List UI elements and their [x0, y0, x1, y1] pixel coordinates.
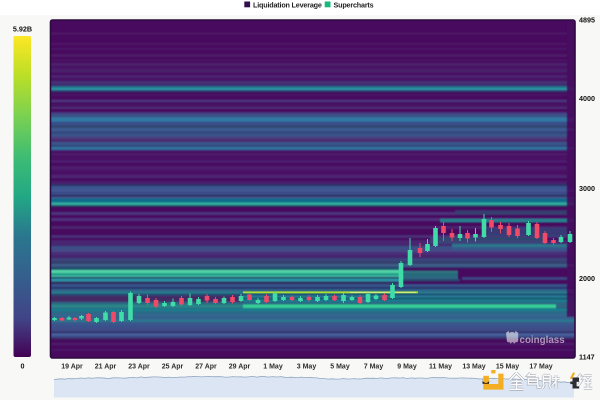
- svg-text:4895: 4895: [579, 16, 595, 25]
- svg-text:23 Apr: 23 Apr: [128, 364, 150, 371]
- svg-text:25 Apr: 25 Apr: [162, 364, 184, 371]
- svg-text:15 May: 15 May: [496, 364, 519, 371]
- svg-text:7 May: 7 May: [364, 364, 384, 371]
- svg-text:17 May: 17 May: [529, 364, 552, 371]
- svg-text:2000: 2000: [579, 274, 595, 283]
- svg-text:5.92B: 5.92B: [13, 25, 32, 34]
- svg-text:4000: 4000: [579, 94, 595, 103]
- svg-text:3000: 3000: [579, 184, 595, 193]
- svg-text:5 May: 5 May: [330, 364, 350, 371]
- svg-text:Supercharts: Supercharts: [334, 1, 374, 10]
- svg-text:19 Apr: 19 Apr: [61, 364, 83, 371]
- svg-text:13 May: 13 May: [462, 364, 485, 371]
- svg-text:1 May: 1 May: [263, 364, 283, 371]
- svg-text:coinglass: coinglass: [520, 335, 566, 346]
- svg-text:9 May: 9 May: [397, 364, 417, 371]
- svg-text:0: 0: [21, 362, 25, 371]
- svg-text:27 Apr: 27 Apr: [195, 364, 217, 371]
- svg-text:3 May: 3 May: [297, 364, 317, 371]
- svg-text:29 Apr: 29 Apr: [229, 364, 251, 371]
- svg-text:21 Apr: 21 Apr: [95, 364, 117, 371]
- svg-text:11 May: 11 May: [429, 364, 452, 371]
- svg-text:1147: 1147: [579, 353, 595, 362]
- svg-text:Liquidation Leverage: Liquidation Leverage: [253, 1, 322, 10]
